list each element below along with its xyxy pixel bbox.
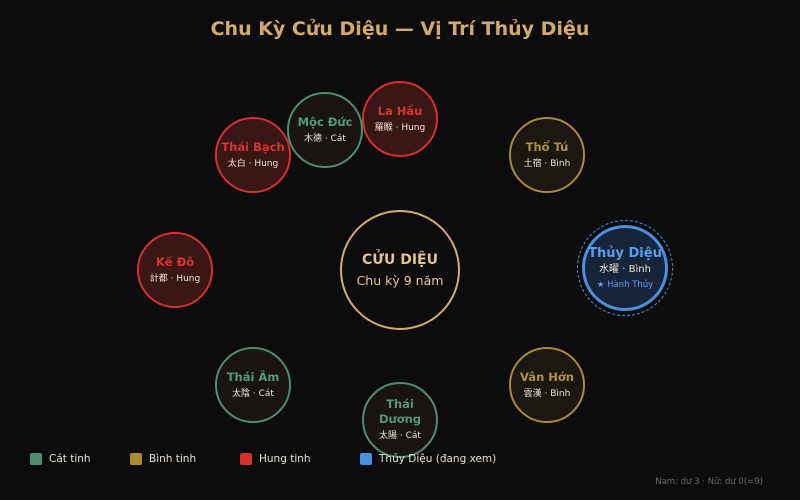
star-name: Kế Đô xyxy=(155,254,195,269)
star-node[interactable]: Thủy Diệu 水曜 · Bình ★ Hành Thủy xyxy=(582,225,668,311)
star-detail: 計都 · Hung xyxy=(149,273,201,284)
center-circle: CỬU DIỆU Chu kỳ 9 năm xyxy=(340,210,460,330)
star-node[interactable]: Thái Bạch 太白 · Hung xyxy=(215,117,291,193)
star-node[interactable]: Kế Đô 計都 · Hung xyxy=(137,232,213,308)
star-node[interactable]: La Hầu 羅睺 · Hung xyxy=(362,81,438,157)
legend-swatch-icon xyxy=(360,453,372,465)
star-detail: 太陰 · Cát xyxy=(232,388,274,399)
star-node[interactable]: Thổ Tú 土宿 · Bình xyxy=(509,117,585,193)
legend-label: Bình tinh xyxy=(149,453,197,465)
page-title: Chu Kỳ Cửu Diệu — Vị Trí Thủy Diệu xyxy=(210,18,590,40)
star-name: Vân Hớn xyxy=(520,369,574,384)
star-detail: 羅睺 · Hung xyxy=(374,122,426,133)
legend-label: Thủy Diệu (đang xem) xyxy=(379,453,497,465)
star-detail: 水曜 · Bình xyxy=(599,264,651,275)
footnote: Nam: dư 3 · Nữ: dư 0(=9) xyxy=(655,477,763,487)
legend-swatch-icon xyxy=(130,453,142,465)
legend-label: Hung tinh xyxy=(259,453,311,465)
star-name: Thủy Diệu xyxy=(588,246,662,261)
star-name: Mộc Đức xyxy=(297,114,353,129)
star-detail: 木德 · Cát xyxy=(304,133,346,144)
star-node[interactable]: Mộc Đức 木德 · Cát xyxy=(287,92,363,168)
star-node[interactable]: Thái Âm 太陰 · Cát xyxy=(215,347,291,423)
star-name: Thái Bạch xyxy=(221,139,285,154)
star-detail: 太陽 · Cát xyxy=(379,431,421,441)
current-star-ring xyxy=(577,220,673,316)
legend-item: Hung tinh xyxy=(240,453,311,465)
star-name: Thái Âm xyxy=(226,369,280,384)
star-detail: 土宿 · Bình xyxy=(523,158,571,169)
legend-item: Bình tinh xyxy=(130,453,196,465)
star-node[interactable]: Vân Hớn 雲漢 · Bình xyxy=(509,347,585,423)
star-detail: 太白 · Hung xyxy=(227,158,279,169)
legend-swatch-icon xyxy=(240,453,252,465)
star-node[interactable]: Thái Dương 太陽 · Cát xyxy=(362,382,438,458)
legend-label: Cát tinh xyxy=(49,453,91,465)
legend-item: Thủy Diệu (đang xem) xyxy=(360,453,496,465)
star-element-tag: ★ Hành Thủy xyxy=(596,280,654,290)
star-name: Thổ Tú xyxy=(525,139,569,154)
center-title: CỬU DIỆU xyxy=(362,252,438,268)
legend-swatch-icon xyxy=(30,453,42,465)
center-subtitle: Chu kỳ 9 năm xyxy=(356,273,444,288)
legend-item: Cát tinh xyxy=(30,453,91,465)
star-name: Thái Dương xyxy=(378,397,422,426)
star-detail: 雲漢 · Bình xyxy=(523,388,571,399)
star-name: La Hầu xyxy=(377,103,423,118)
